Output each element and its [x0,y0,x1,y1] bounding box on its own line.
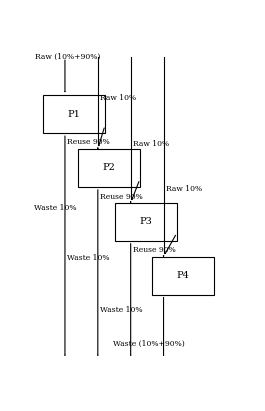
Text: Raw (10%+90%): Raw (10%+90%) [35,52,100,60]
Text: P1: P1 [68,110,81,119]
Text: Reuse 90%: Reuse 90% [133,246,175,254]
Text: Raw 10%: Raw 10% [166,185,202,193]
Bar [115,203,177,241]
Text: Waste 10%: Waste 10% [67,254,109,262]
Text: Waste 10%: Waste 10% [100,307,142,314]
Text: P2: P2 [103,164,116,173]
Text: Waste 10%: Waste 10% [34,203,77,212]
Text: P3: P3 [140,217,153,226]
Bar [78,149,140,187]
Text: Waste (10%+90%): Waste (10%+90%) [113,340,185,348]
Text: Reuse 90%: Reuse 90% [100,193,143,201]
Text: Raw 10%: Raw 10% [100,95,136,102]
Text: P4: P4 [176,271,189,280]
Text: Raw 10%: Raw 10% [133,140,169,148]
Bar [152,256,214,295]
Text: Reuse 90%: Reuse 90% [67,139,110,146]
Bar [43,95,105,133]
